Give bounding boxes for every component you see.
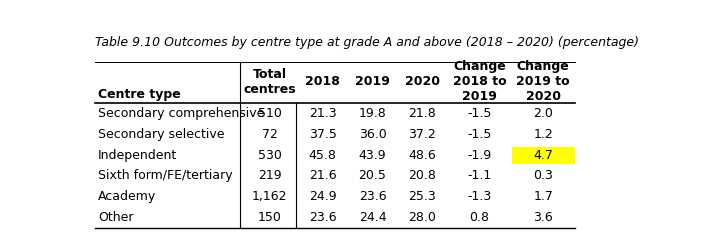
Text: 72: 72 [262,128,278,141]
Text: 28.0: 28.0 [409,211,436,224]
Text: 24.9: 24.9 [309,190,337,203]
Text: 0.8: 0.8 [469,211,489,224]
Text: 23.6: 23.6 [309,211,337,224]
Text: 0.3: 0.3 [533,169,553,182]
Text: 510: 510 [258,107,282,120]
Text: 2018: 2018 [305,76,340,88]
Text: 21.6: 21.6 [309,169,337,182]
Text: 37.2: 37.2 [409,128,436,141]
Text: Table 9.10 Outcomes by centre type at grade A and above (2018 – 2020) (percentag: Table 9.10 Outcomes by centre type at gr… [95,36,639,49]
Text: Secondary selective: Secondary selective [98,128,224,141]
Text: 2019: 2019 [355,76,390,88]
Text: Independent: Independent [98,149,177,162]
Text: Secondary comprehensive: Secondary comprehensive [98,107,264,120]
Text: 530: 530 [258,149,282,162]
Text: Sixth form/FE/tertiary: Sixth form/FE/tertiary [98,169,233,182]
Text: 25.3: 25.3 [409,190,436,203]
Text: -1.5: -1.5 [467,128,491,141]
Text: 37.5: 37.5 [309,128,337,141]
Text: 150: 150 [258,211,282,224]
Text: 48.6: 48.6 [409,149,436,162]
Text: 21.3: 21.3 [309,107,337,120]
Text: 21.8: 21.8 [409,107,436,120]
Text: Academy: Academy [98,190,156,203]
Text: -1.3: -1.3 [468,190,491,203]
Text: -1.9: -1.9 [468,149,491,162]
Text: Change
2019 to
2020: Change 2019 to 2020 [516,60,570,103]
Text: 36.0: 36.0 [359,128,387,141]
Text: 4.7: 4.7 [533,149,553,162]
Bar [513,147,575,164]
Text: 3.6: 3.6 [533,211,553,224]
Text: 20.5: 20.5 [359,169,387,182]
Text: Change
2018 to
2019: Change 2018 to 2019 [453,60,506,103]
Text: -1.5: -1.5 [467,107,491,120]
Text: 1.2: 1.2 [533,128,553,141]
Text: 2020: 2020 [405,76,440,88]
Text: 2.0: 2.0 [533,107,553,120]
Text: 1,162: 1,162 [252,190,288,203]
Text: Total
centres: Total centres [243,68,296,96]
Text: 45.8: 45.8 [309,149,337,162]
Text: 20.8: 20.8 [409,169,436,182]
Text: Centre type: Centre type [98,88,180,101]
Text: 24.4: 24.4 [359,211,387,224]
Text: 219: 219 [258,169,281,182]
Text: 43.9: 43.9 [359,149,387,162]
Text: 1.7: 1.7 [533,190,553,203]
Text: -1.1: -1.1 [468,169,491,182]
Text: 23.6: 23.6 [359,190,387,203]
Text: 19.8: 19.8 [359,107,387,120]
Text: Other: Other [98,211,133,224]
